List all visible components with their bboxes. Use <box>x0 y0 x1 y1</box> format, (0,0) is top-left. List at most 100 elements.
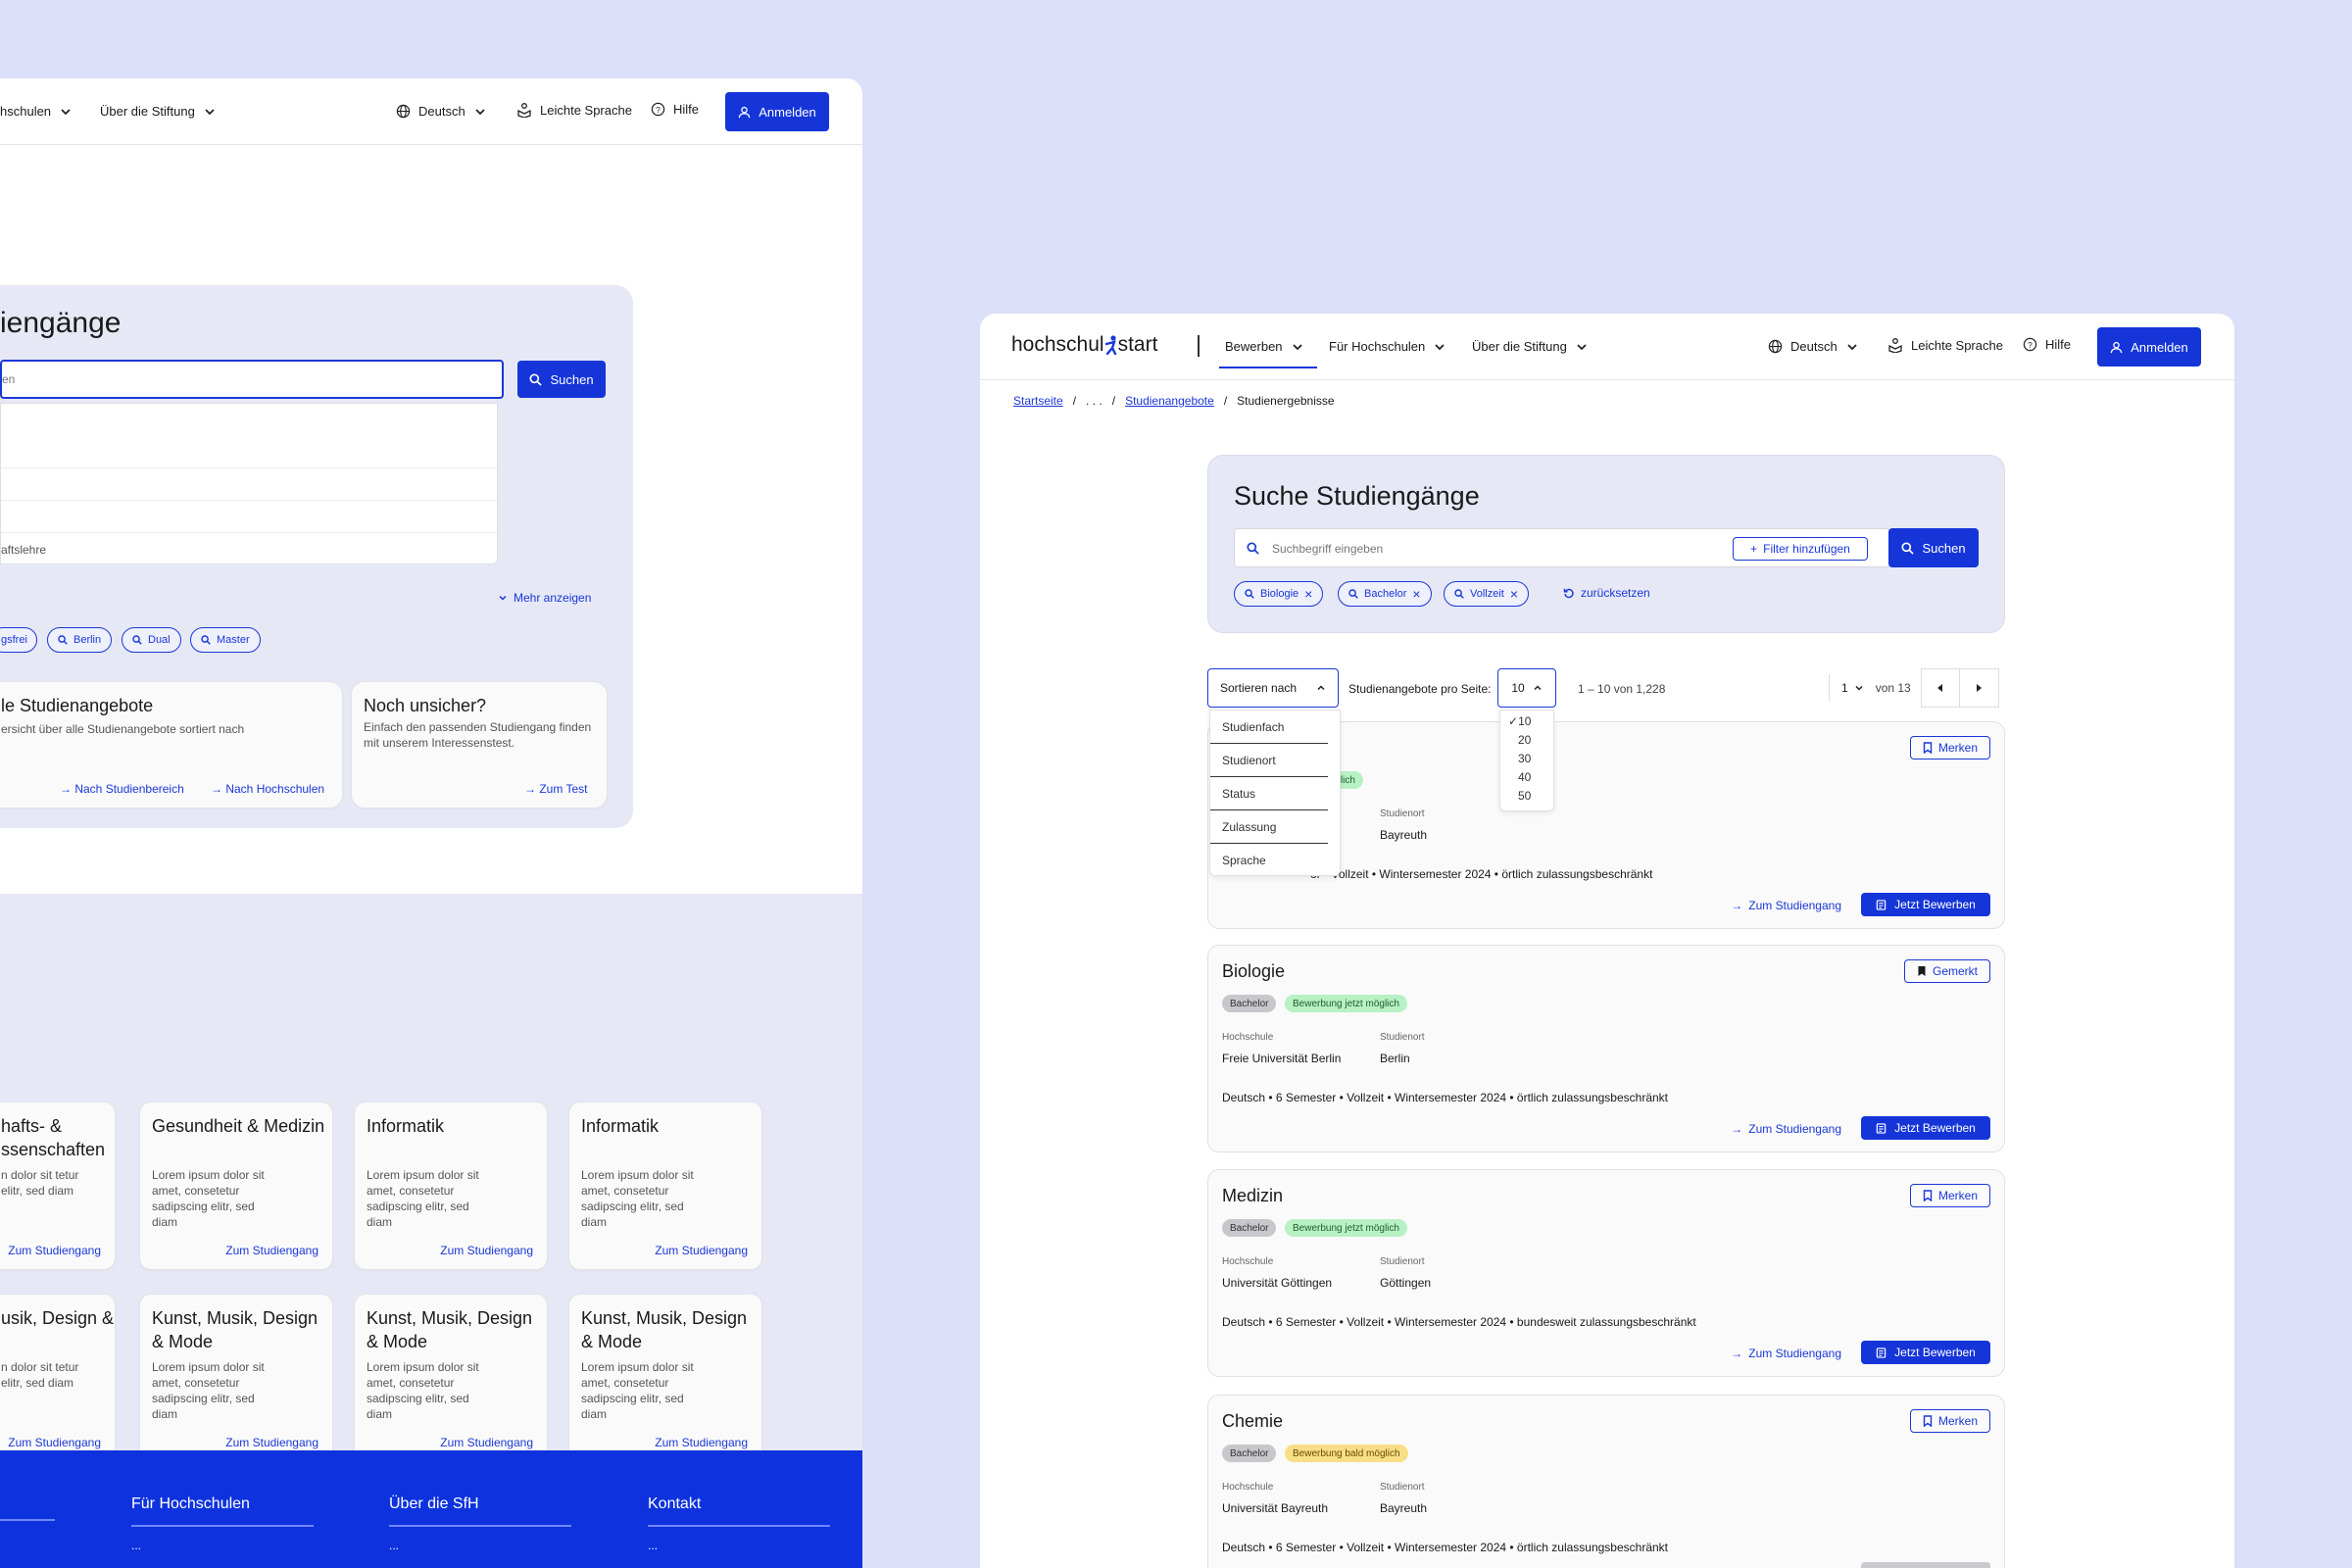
close-icon[interactable]: × <box>1509 586 1519 602</box>
search-button-label: Suchen <box>550 371 594 387</box>
card-link[interactable]: Zum Studiengang <box>440 1436 533 1449</box>
study-area-card[interactable]: hafts- & ssenschaften n dolor sit tetur e… <box>0 1102 116 1270</box>
next-page-button[interactable] <box>1959 668 1999 708</box>
result-title[interactable]: Biologie <box>1222 961 1286 981</box>
footer-link[interactable]: ... <box>131 1525 314 1552</box>
filter-chip[interactable]: Berlin <box>47 627 113 653</box>
prev-page-button[interactable] <box>1920 668 1960 708</box>
nav-ueber-die-stiftung[interactable]: Über die Stiftung <box>1472 339 1589 354</box>
apply-now-button[interactable]: Jetzt Bewerben <box>1861 1341 1990 1364</box>
sort-select[interactable]: Sortieren nach <box>1207 668 1339 708</box>
to-program-link[interactable]: → Zum Studiengang <box>1731 1122 1841 1136</box>
search-button[interactable]: Suchen <box>1888 528 1979 567</box>
status-badge: Bewerbung jetzt möglich <box>1285 1219 1407 1237</box>
close-icon[interactable]: × <box>1304 586 1313 602</box>
per-page-select[interactable]: 10 <box>1497 668 1556 708</box>
suggestion-item[interactable] <box>1 501 497 533</box>
by-study-area-link[interactable]: → Nach Studienbereich <box>60 782 184 796</box>
sort-option[interactable]: Studienfach <box>1210 710 1328 744</box>
filter-chip[interactable]: gsfrei <box>0 627 37 653</box>
study-area-card[interactable]: Kunst, Musik, Design & Mode Lorem ipsum d… <box>354 1294 548 1462</box>
link-label: Zum Studiengang <box>1748 1347 1841 1360</box>
login-button[interactable]: Anmelden <box>2097 327 2201 367</box>
sort-option[interactable]: Status <box>1210 777 1328 810</box>
easy-language-link[interactable]: Leichte Sprache <box>516 102 632 118</box>
language-select[interactable]: Deutsch <box>1768 339 1859 354</box>
card-link[interactable]: Zum Studiengang <box>225 1436 318 1449</box>
page-select[interactable]: 1 <box>1829 674 1876 702</box>
sort-option[interactable]: Studienort <box>1210 744 1328 777</box>
per-page-option[interactable]: 20 <box>1500 733 1553 752</box>
result-title[interactable]: Chemie <box>1222 1411 1284 1431</box>
help-link[interactable]: ? Hilfe <box>651 102 699 117</box>
nav-bewerben[interactable]: Bewerben <box>1225 339 1304 354</box>
result-title[interactable]: Medizin <box>1222 1186 1284 1205</box>
close-icon[interactable]: × <box>1412 586 1421 602</box>
card-link[interactable]: Zum Studiengang <box>655 1436 748 1449</box>
result-facts: Deutsch • 6 Semester • Vollzeit • Winter… <box>1222 1315 1696 1329</box>
show-more-link[interactable]: Mehr anzeigen <box>498 591 591 605</box>
filter-chip[interactable]: Dual <box>122 627 181 653</box>
nav-fuer-hochschulen[interactable]: Für Hochschulen <box>1329 339 1446 354</box>
language-select[interactable]: Deutsch <box>396 104 487 119</box>
bookmark-icon <box>1923 742 1933 754</box>
logo[interactable]: hochschul start <box>1011 333 1157 357</box>
nav-label: Über die Stiftung <box>1472 339 1567 354</box>
degree-badge: Bachelor <box>1222 1445 1277 1462</box>
study-area-card[interactable]: usik, Design & n dolor sit tetur elitr, s… <box>0 1294 116 1462</box>
per-page-option[interactable]: 30 <box>1500 752 1553 770</box>
card-link[interactable]: Zum Studiengang <box>8 1244 101 1257</box>
filter-chip-biologie[interactable]: Biologie × <box>1234 581 1324 607</box>
apply-now-button[interactable]: Jetzt Bewerben <box>1861 893 1990 916</box>
filter-chip[interactable]: Master <box>190 627 261 653</box>
search-input[interactable]: en <box>0 360 504 399</box>
to-program-link[interactable]: → Zum Studiengang <box>1731 899 1841 912</box>
login-button[interactable]: Anmelden <box>725 92 829 131</box>
study-area-card[interactable]: Kunst, Musik, Design & Mode Lorem ipsum d… <box>568 1294 762 1462</box>
bookmark-button[interactable]: Merken <box>1909 1184 1990 1207</box>
card-link[interactable]: Zum Studiengang <box>8 1436 101 1449</box>
nav-hochschulen[interactable]: hschulen <box>0 104 73 119</box>
sort-label: Sortieren nach <box>1220 681 1298 695</box>
add-filter-button[interactable]: + Filter hinzufügen <box>1733 537 1868 561</box>
per-page-option[interactable]: 40 <box>1500 770 1553 789</box>
nav-ueber-die-stiftung[interactable]: Über die Stiftung <box>100 104 217 119</box>
easy-language-link[interactable]: Leichte Sprache <box>1887 337 2003 353</box>
help-link[interactable]: ? Hilfe <box>2023 337 2071 352</box>
filter-chip-vollzeit[interactable]: Vollzeit × <box>1444 581 1530 607</box>
search-input[interactable]: Suchbegriff eingeben + Filter hinzufügen <box>1234 528 1890 567</box>
footer-link[interactable]: ... <box>389 1525 571 1552</box>
filter-chip-bachelor[interactable]: Bachelor × <box>1338 581 1432 607</box>
per-page-option-selected[interactable]: ✓10 <box>1500 714 1553 733</box>
bookmark-icon <box>1923 1190 1933 1201</box>
breadcrumb-offers[interactable]: Studienangebote <box>1125 394 1214 408</box>
reset-filters-link[interactable]: zurücksetzen <box>1563 586 1650 600</box>
university-label: Hochschule <box>1222 1482 1274 1493</box>
apply-now-button[interactable]: Jetzt Bewerben <box>1861 1116 1990 1140</box>
suggestion-item[interactable] <box>1 468 497 501</box>
bookmark-button[interactable]: Merken <box>1909 736 1990 760</box>
study-area-card[interactable]: Informatik Lorem ipsum dolor sit amet, co… <box>354 1102 548 1270</box>
by-university-link[interactable]: → Nach Hochschulen <box>211 782 325 796</box>
study-area-card[interactable]: Kunst, Musik, Design & Mode Lorem ipsum d… <box>139 1294 333 1462</box>
breadcrumb-current: Studienergebnisse <box>1237 394 1335 408</box>
footer-link[interactable]: ... <box>648 1525 830 1552</box>
card-link[interactable]: Zum Studiengang <box>440 1244 533 1257</box>
to-program-link[interactable]: → Zum Studiengang <box>1731 1347 1841 1360</box>
search-button[interactable]: Suchen <box>517 361 606 398</box>
sort-option[interactable]: Zulassung <box>1210 810 1328 844</box>
suggestion-item[interactable] <box>1 404 497 468</box>
breadcrumb-home[interactable]: Startseite <box>1013 394 1063 408</box>
bookmark-button[interactable]: Merken <box>1909 1409 1990 1433</box>
card-link[interactable]: Zum Studiengang <box>655 1244 748 1257</box>
breadcrumb-ellipsis[interactable]: . . . <box>1086 394 1102 408</box>
bookmark-button[interactable]: Gemerkt <box>1903 959 1990 983</box>
study-area-card[interactable]: Informatik Lorem ipsum dolor sit amet, co… <box>568 1102 762 1270</box>
per-page-option[interactable]: 50 <box>1500 789 1553 808</box>
card-link[interactable]: Zum Studiengang <box>225 1244 318 1257</box>
sort-option[interactable]: Sprache <box>1210 844 1340 877</box>
study-area-card[interactable]: Gesundheit & Medizin Lorem ipsum dolor si… <box>139 1102 333 1270</box>
interest-test-link[interactable]: → Zum Test <box>524 782 588 796</box>
suggestion-item[interactable]: aftslehre <box>1 533 497 564</box>
promo-card-unsure: Noch unsicher? Einfach den passenden Stu… <box>351 681 608 808</box>
